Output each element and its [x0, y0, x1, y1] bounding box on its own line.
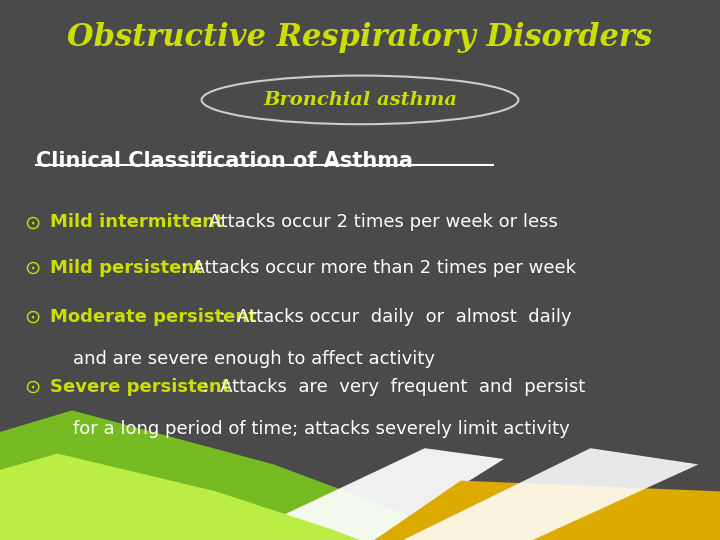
Text: ⊙: ⊙: [24, 308, 40, 327]
Text: Obstructive Respiratory Disorders: Obstructive Respiratory Disorders: [68, 22, 652, 52]
Text: ⊙: ⊙: [24, 259, 40, 278]
Text: ⊙: ⊙: [24, 213, 40, 232]
Text: Mild intermittent: Mild intermittent: [50, 213, 224, 231]
Text: for a long period of time; attacks severely limit activity: for a long period of time; attacks sever…: [50, 420, 570, 438]
Text: : Attacks occur 2 times per week or less: : Attacks occur 2 times per week or less: [192, 213, 558, 231]
Text: ⊙: ⊙: [24, 378, 40, 397]
Text: Clinical Classification of Asthma: Clinical Classification of Asthma: [36, 151, 413, 171]
Text: Bronchial asthma: Bronchial asthma: [263, 91, 457, 109]
Polygon shape: [374, 481, 720, 540]
Text: Moderate persistent: Moderate persistent: [50, 308, 257, 326]
Text: :  Attacks occur  daily  or  almost  daily: : Attacks occur daily or almost daily: [207, 308, 572, 326]
Polygon shape: [403, 448, 698, 540]
Text: Severe persistent: Severe persistent: [50, 378, 230, 396]
Text: and are severe enough to affect activity: and are severe enough to affect activity: [50, 350, 436, 368]
Text: : Attacks occur more than 2 times per week: : Attacks occur more than 2 times per we…: [174, 259, 575, 277]
Polygon shape: [230, 448, 504, 540]
Polygon shape: [0, 454, 360, 540]
Text: :  Attacks  are  very  frequent  and  persist: : Attacks are very frequent and persist: [192, 378, 585, 396]
Polygon shape: [0, 410, 446, 540]
Text: Mild persistent: Mild persistent: [50, 259, 203, 277]
